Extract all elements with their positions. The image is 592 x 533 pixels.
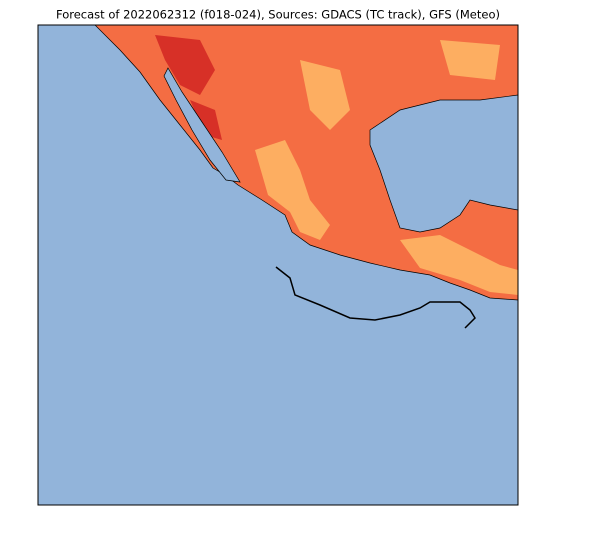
warm-patch	[400, 235, 518, 295]
warm-patch	[300, 60, 350, 130]
forecast-cone	[275, 266, 476, 329]
map-area	[38, 25, 518, 505]
hot-patch	[190, 100, 222, 140]
gulf-of-mexico	[369, 94, 518, 233]
hot-patch	[155, 35, 215, 95]
gulf-of-california	[163, 67, 241, 183]
map-title: Forecast of 2022062312 (f018-024), Sourc…	[56, 8, 500, 22]
warm-patch	[255, 140, 330, 240]
map-frame	[37, 24, 519, 506]
warm-patch	[440, 40, 500, 80]
